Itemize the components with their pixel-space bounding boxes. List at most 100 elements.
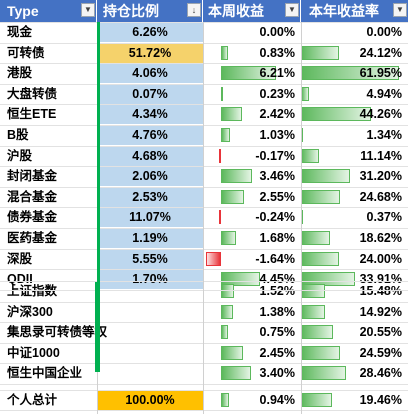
- index-name[interactable]: 集思录可转债等权: [0, 322, 107, 342]
- row-week-cell[interactable]: 2.42%: [203, 104, 301, 124]
- grid-line: [0, 104, 408, 105]
- index-year-cell[interactable]: 15.48%: [301, 281, 408, 301]
- row-name[interactable]: 可转债: [0, 43, 97, 63]
- allocation-cell[interactable]: 1.70%: [97, 269, 203, 290]
- row-name[interactable]: 债券基金: [0, 207, 97, 227]
- row-week-value: 0.23%: [259, 86, 295, 101]
- index-week-cell[interactable]: 2.45%: [203, 343, 301, 363]
- index-week-cell[interactable]: 1.52%: [203, 281, 301, 301]
- row-name[interactable]: 深股: [0, 249, 97, 269]
- row-name[interactable]: 恒生ETE: [0, 104, 97, 124]
- row-week-cell[interactable]: -1.64%: [203, 249, 301, 269]
- total-name[interactable]: 个人总计: [0, 390, 97, 410]
- row-name[interactable]: 医药基金: [0, 228, 97, 248]
- allocation-cell[interactable]: 11.07%: [97, 207, 203, 228]
- row-year-cell[interactable]: 61.95%: [301, 63, 408, 83]
- row-name[interactable]: 混合基金: [0, 187, 97, 207]
- index-year-cell[interactable]: 24.59%: [301, 343, 408, 363]
- row-name-text: B股: [7, 128, 29, 142]
- allocation-cell[interactable]: 2.53%: [97, 186, 203, 207]
- row-year-value: 61.95%: [359, 66, 402, 81]
- row-year-cell[interactable]: 1.34%: [301, 125, 408, 145]
- row-week-cell[interactable]: 1.68%: [203, 228, 301, 248]
- index-year-cell[interactable]: 20.55%: [301, 322, 408, 342]
- index-year-cell[interactable]: 28.46%: [301, 363, 408, 383]
- row-week-cell[interactable]: 6.21%: [203, 63, 301, 83]
- row-week-cell[interactable]: 0.00%: [203, 22, 301, 42]
- row-year-cell[interactable]: 33.91%: [301, 269, 408, 289]
- header-week-return[interactable]: 本周收益 ▼: [203, 0, 301, 22]
- table-row: 港股 4.06% 6.21% 61.95%: [0, 63, 408, 84]
- allocation-cell[interactable]: 1.19%: [97, 228, 203, 248]
- row-year-cell[interactable]: 4.94%: [301, 84, 408, 104]
- row-week-cell[interactable]: 0.83%: [203, 43, 301, 63]
- row-name[interactable]: 现金: [0, 22, 97, 42]
- grid-line: [0, 84, 408, 85]
- row-year-cell[interactable]: 11.14%: [301, 146, 408, 166]
- allocation-cell[interactable]: 4.34%: [97, 104, 203, 125]
- header-year-return[interactable]: 本年收益率 ▼: [301, 0, 408, 22]
- index-week-cell[interactable]: 1.38%: [203, 302, 301, 322]
- index-year-cell[interactable]: 14.92%: [301, 302, 408, 322]
- row-name[interactable]: B股: [0, 125, 97, 145]
- row-year-value: 24.68%: [359, 189, 402, 204]
- total-week-cell[interactable]: 0.94%: [203, 390, 301, 410]
- row-year-value: 18.62%: [359, 231, 402, 245]
- total-year-cell[interactable]: 19.46%: [301, 390, 408, 410]
- row-week-cell[interactable]: 4.45%: [203, 269, 301, 289]
- row-year-value: 1.34%: [366, 128, 402, 142]
- row-name[interactable]: QDII: [0, 269, 97, 289]
- header-type[interactable]: Type ▼: [0, 0, 97, 22]
- allocation-cell[interactable]: 4.68%: [97, 145, 203, 166]
- row-year-cell[interactable]: 24.68%: [301, 187, 408, 207]
- index-name[interactable]: 上证指数: [0, 281, 97, 301]
- row-year-cell[interactable]: 24.00%: [301, 249, 408, 269]
- row-year-cell[interactable]: 44.26%: [301, 104, 408, 124]
- row-year-cell[interactable]: 0.00%: [301, 22, 408, 42]
- row-week-value: 6.21%: [259, 66, 295, 81]
- row-year-cell[interactable]: 18.62%: [301, 228, 408, 248]
- row-year-cell[interactable]: 24.12%: [301, 43, 408, 63]
- sort-descending-icon[interactable]: ↓: [187, 3, 201, 17]
- allocation-cell[interactable]: 2.06%: [97, 166, 203, 187]
- row-name[interactable]: 封闭基金: [0, 166, 97, 186]
- index-week-cell[interactable]: 0.75%: [203, 322, 301, 342]
- total-week-value: 0.94%: [259, 393, 295, 407]
- row-name-text: 港股: [7, 66, 33, 81]
- header-allocation[interactable]: 持仓比例 ↓: [97, 0, 203, 22]
- row-week-cell[interactable]: -0.17%: [203, 146, 301, 166]
- allocation-cell[interactable]: 5.55%: [97, 248, 203, 269]
- row-week-bar: [221, 272, 261, 287]
- row-name[interactable]: 港股: [0, 63, 97, 83]
- total-year-value: 19.46%: [359, 393, 402, 407]
- index-week-value: 2.45%: [259, 345, 295, 360]
- index-name[interactable]: 中证1000: [0, 343, 97, 363]
- index-name[interactable]: 沪深300: [0, 302, 97, 322]
- index-name[interactable]: 恒生中国企业: [0, 363, 97, 383]
- index-week-cell[interactable]: 3.40%: [203, 363, 301, 383]
- filter-dropdown-icon[interactable]: ▼: [285, 3, 299, 17]
- grid-line: [0, 343, 408, 344]
- table-row: 深股 5.55% -1.64% 24.00%: [0, 248, 408, 269]
- allocation-cell[interactable]: 51.72%: [97, 42, 203, 63]
- row-week-cell[interactable]: 2.55%: [203, 187, 301, 207]
- grid-line: [0, 146, 408, 147]
- row-week-cell[interactable]: 0.23%: [203, 84, 301, 104]
- row-week-cell[interactable]: 3.46%: [203, 166, 301, 186]
- allocation-cell[interactable]: 4.76%: [97, 125, 203, 145]
- row-name[interactable]: 沪股: [0, 146, 97, 166]
- row-year-cell[interactable]: 31.20%: [301, 166, 408, 186]
- row-week-value: 4.45%: [259, 272, 295, 287]
- row-week-cell[interactable]: -0.24%: [203, 207, 301, 227]
- row-name[interactable]: 大盘转债: [0, 84, 97, 104]
- total-allocation-cell[interactable]: 100.00%: [97, 390, 203, 410]
- filter-dropdown-icon[interactable]: ▼: [393, 3, 407, 17]
- row-week-cell[interactable]: 1.03%: [203, 125, 301, 145]
- allocation-cell[interactable]: 0.07%: [97, 83, 203, 104]
- allocation-cell[interactable]: 6.26%: [97, 22, 203, 42]
- table-row: B股 4.76% 1.03% 1.34%: [0, 125, 408, 145]
- row-year-cell[interactable]: 0.37%: [301, 207, 408, 227]
- allocation-cell[interactable]: 4.06%: [97, 63, 203, 84]
- filter-dropdown-icon[interactable]: ▼: [81, 3, 95, 17]
